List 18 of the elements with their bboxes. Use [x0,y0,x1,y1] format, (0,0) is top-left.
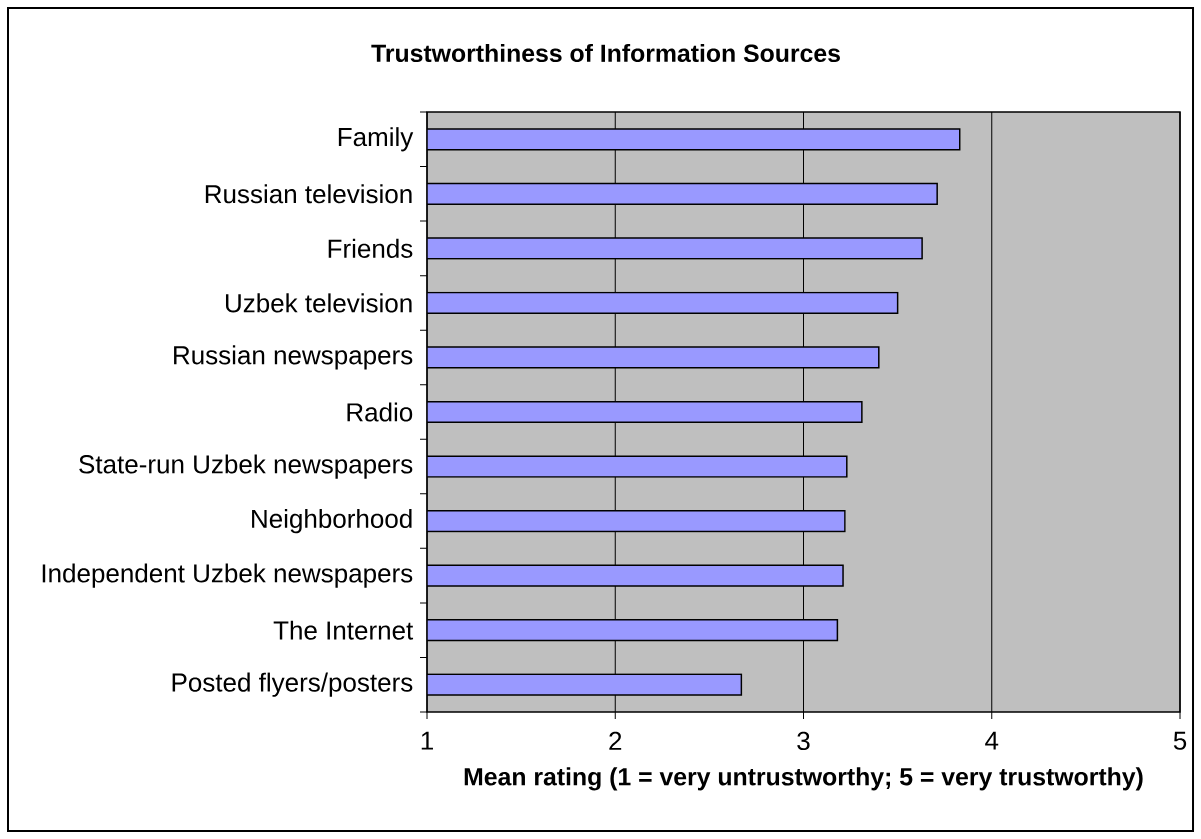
x-tick-label: 5 [1173,731,1187,750]
y-tick-label: Independent Uzbek newspapers [42,563,413,588]
y-tick-label: Russian television [205,184,412,204]
y-tick-label: Russian newspapers [174,345,413,370]
y-tick-label: Friends [328,238,413,258]
y-tick-label: Radio [347,402,413,422]
x-tick-label: 3 [797,731,810,751]
chart-title: Trustworthiness of Information Sources [371,43,840,63]
y-tick-label: Neighborhood [252,508,412,534]
y-tick-label: The Internet [273,620,414,640]
x-tick-label: 2 [609,731,622,750]
y-tick-label: Uzbek television [225,293,412,313]
x-tick-label: 4 [985,731,999,750]
y-tick-label: Family [338,127,414,152]
y-tick-label: Posted flyers/posters [172,672,413,697]
x-axis-title: Mean rating (1 = very untrustworthy; 5 = very trustworthy) [464,767,1143,791]
y-tick-label: State-run Uzbek newspapers [79,454,413,479]
x-tick-label: 1 [421,731,433,750]
